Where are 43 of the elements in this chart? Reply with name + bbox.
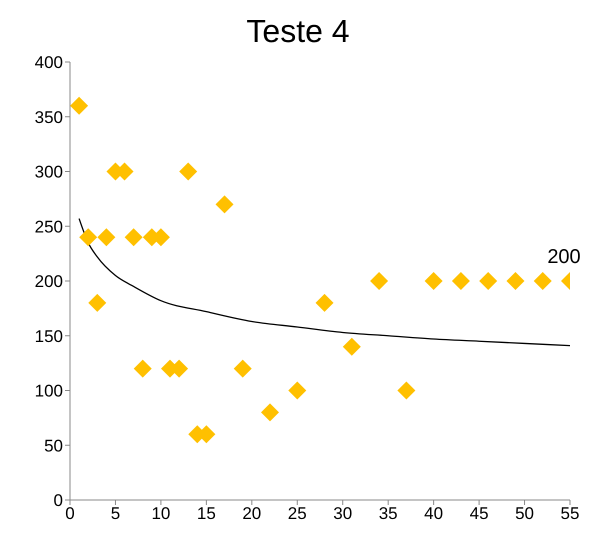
y-tick-label: 400 bbox=[34, 53, 63, 72]
y-tick-label: 0 bbox=[54, 491, 63, 510]
point bbox=[424, 272, 443, 290]
point bbox=[370, 272, 388, 290]
point bbox=[479, 272, 498, 290]
point bbox=[124, 228, 143, 246]
point bbox=[70, 96, 88, 115]
x-tick-label: 10 bbox=[151, 504, 170, 524]
point bbox=[342, 338, 361, 356]
x-tick-label: 50 bbox=[515, 504, 534, 524]
x-tick-label: 55 bbox=[560, 504, 580, 524]
point bbox=[261, 403, 279, 422]
point bbox=[134, 360, 152, 378]
point bbox=[88, 294, 106, 312]
y-tick-label: 100 bbox=[34, 382, 63, 401]
point bbox=[216, 195, 234, 214]
point bbox=[452, 272, 470, 290]
x-tick-label: 45 bbox=[470, 504, 489, 524]
point bbox=[316, 294, 334, 312]
y-tick-label: 50 bbox=[44, 436, 63, 456]
point bbox=[534, 272, 552, 290]
y-tick-label: 200 bbox=[34, 272, 63, 292]
x-tick-label: 5 bbox=[110, 504, 120, 524]
x-tick-label: 30 bbox=[333, 504, 352, 524]
y-tick-label: 300 bbox=[34, 162, 63, 182]
x-tick-label: 35 bbox=[378, 504, 398, 524]
x-tick-label: 40 bbox=[424, 504, 444, 524]
x-tick-label: 20 bbox=[242, 504, 262, 524]
point bbox=[234, 360, 252, 378]
point bbox=[506, 272, 524, 290]
point bbox=[179, 162, 198, 180]
x-tick-label: 0 bbox=[65, 504, 75, 524]
y-tick-label: 250 bbox=[34, 217, 63, 236]
annotation: 200 bbox=[547, 246, 581, 268]
point bbox=[97, 228, 116, 246]
point bbox=[79, 228, 98, 246]
chart-title: Teste 4 bbox=[245, 12, 351, 51]
x-tick-label: 15 bbox=[196, 504, 216, 524]
y-tick-label: 350 bbox=[34, 108, 63, 127]
point bbox=[397, 382, 416, 400]
y-tick-label: 150 bbox=[34, 326, 63, 346]
x-tick-label: 25 bbox=[288, 504, 307, 524]
point bbox=[288, 382, 306, 400]
